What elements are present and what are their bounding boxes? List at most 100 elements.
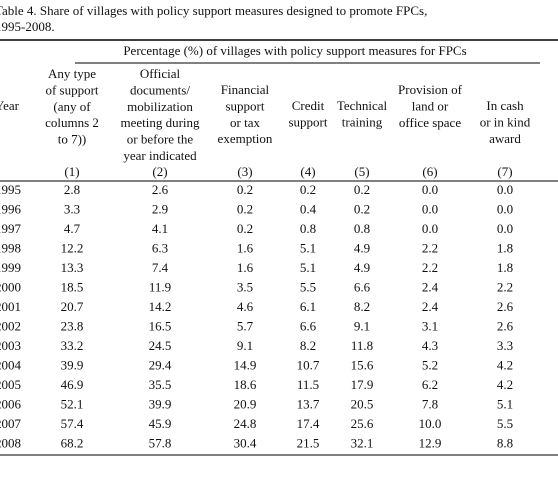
column-header: or before the: [127, 132, 194, 147]
column-number: (5): [354, 164, 369, 179]
column-header: year indicated: [123, 148, 197, 163]
column-header: or in kind: [480, 114, 531, 129]
value-cell: 52.1: [61, 396, 84, 411]
column-header: training: [342, 114, 383, 129]
value-cell: 4.2: [497, 377, 513, 392]
column-header: documents/: [130, 82, 190, 97]
year-cell: 2003: [0, 338, 21, 353]
column-header: support: [226, 98, 265, 113]
value-cell: 0.0: [497, 201, 513, 216]
value-cell: 16.5: [149, 318, 172, 333]
value-cell: 3.3: [64, 201, 80, 216]
value-cell: 68.2: [61, 435, 84, 450]
value-cell: 0.2: [237, 201, 253, 216]
value-cell: 4.9: [354, 260, 370, 275]
value-cell: 24.8: [234, 416, 257, 431]
value-cell: 35.5: [149, 377, 172, 392]
value-cell: 0.0: [422, 221, 438, 236]
value-cell: 10.7: [297, 357, 320, 372]
value-cell: 8.8: [497, 435, 513, 450]
value-cell: 11.5: [297, 377, 319, 392]
value-cell: 2.2: [497, 279, 513, 294]
value-cell: 0.2: [300, 182, 316, 197]
column-header: Technical: [337, 98, 388, 113]
value-cell: 17.4: [297, 416, 320, 431]
column-header: Provision of: [398, 82, 463, 97]
year-cell: 2002: [0, 318, 21, 333]
title-line: Table 4. Share of villages with policy s…: [0, 3, 427, 18]
value-cell: 6.3: [152, 240, 168, 255]
value-cell: 1.6: [237, 240, 254, 255]
value-cell: 2.2: [422, 260, 438, 275]
column-header: meeting during: [120, 115, 200, 130]
column-header: exemption: [218, 131, 273, 146]
value-cell: 18.5: [61, 279, 84, 294]
column-number: (3): [237, 164, 252, 179]
value-cell: 8.2: [300, 338, 316, 353]
value-cell: 3.3: [497, 338, 513, 353]
value-cell: 39.9: [61, 357, 84, 372]
value-cell: 11.8: [351, 338, 373, 353]
value-cell: 5.1: [497, 396, 513, 411]
value-cell: 2.6: [497, 299, 514, 314]
column-header: support: [289, 114, 328, 129]
value-cell: 0.0: [497, 221, 513, 236]
value-cell: 1.8: [497, 240, 513, 255]
value-cell: 6.6: [354, 279, 371, 294]
value-cell: 20.5: [351, 396, 374, 411]
group-header: Percentage (%) of villages with policy s…: [123, 43, 466, 58]
value-cell: 0.2: [237, 182, 253, 197]
value-cell: 57.8: [149, 435, 172, 450]
value-cell: 2.9: [152, 201, 168, 216]
value-cell: 6.1: [300, 299, 316, 314]
value-cell: 23.8: [61, 318, 84, 333]
year-cell: 1997: [0, 221, 22, 236]
value-cell: 46.9: [61, 377, 84, 392]
value-cell: 24.5: [149, 338, 172, 353]
column-header: columns 2: [45, 115, 99, 130]
value-cell: 8.2: [354, 299, 370, 314]
year-cell: 1998: [0, 240, 21, 255]
value-cell: 4.6: [237, 299, 254, 314]
value-cell: 0.0: [497, 182, 513, 197]
column-header: In cash: [486, 98, 524, 113]
column-number: (1): [64, 164, 79, 179]
value-cell: 32.1: [351, 435, 374, 450]
value-cell: 4.7: [64, 221, 81, 236]
value-cell: 17.9: [351, 377, 374, 392]
value-cell: 15.6: [351, 357, 374, 372]
value-cell: 5.7: [237, 318, 254, 333]
column-header: of support: [45, 82, 98, 97]
value-cell: 2.2: [422, 240, 438, 255]
value-cell: 5.1: [300, 260, 316, 275]
year-cell: 1996: [0, 201, 22, 216]
value-cell: 45.9: [149, 416, 172, 431]
value-cell: 13.3: [61, 260, 84, 275]
value-cell: 39.9: [149, 396, 172, 411]
column-header: mobilization: [127, 99, 193, 114]
value-cell: 0.8: [354, 221, 370, 236]
value-cell: 33.2: [61, 338, 84, 353]
value-cell: 3.1: [422, 318, 438, 333]
year-cell: 2008: [0, 435, 21, 450]
value-cell: 12.2: [61, 240, 84, 255]
value-cell: 14.9: [234, 357, 257, 372]
value-cell: 4.2: [497, 357, 513, 372]
column-header: (any of: [53, 99, 91, 114]
column-number: (7): [497, 164, 512, 179]
value-cell: 10.0: [419, 416, 442, 431]
value-cell: 6.2: [422, 377, 438, 392]
value-cell: 5.1: [300, 240, 316, 255]
value-cell: 11.9: [149, 279, 171, 294]
value-cell: 5.5: [497, 416, 513, 431]
value-cell: 25.6: [351, 416, 374, 431]
value-cell: 4.9: [354, 240, 370, 255]
column-header: office space: [399, 115, 461, 130]
year-cell: 1999: [0, 260, 21, 275]
year-cell: 2004: [0, 357, 22, 372]
value-cell: 12.9: [419, 435, 442, 450]
value-cell: 5.2: [422, 357, 438, 372]
column-header: or tax: [230, 115, 260, 130]
